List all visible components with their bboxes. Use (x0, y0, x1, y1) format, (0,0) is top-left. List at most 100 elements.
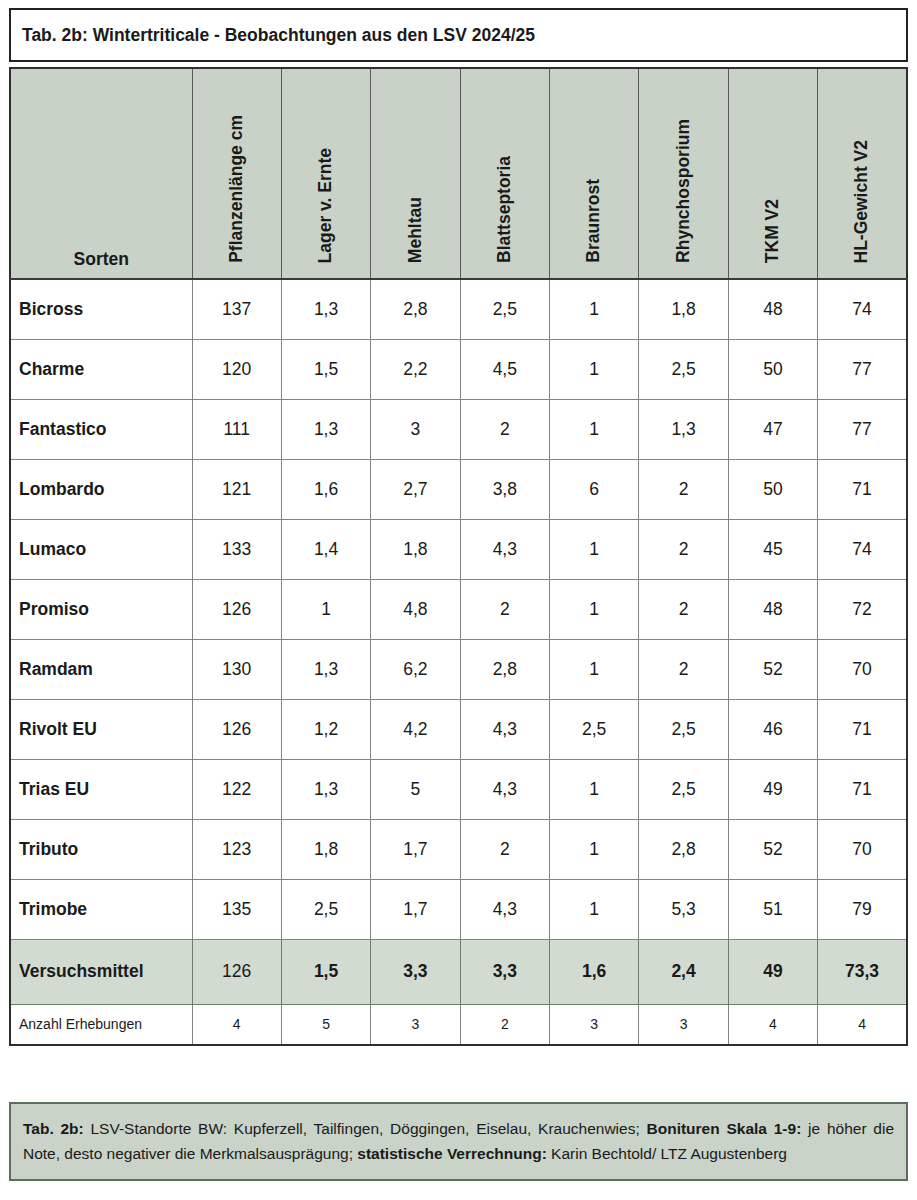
value-cell: 2,8 (639, 819, 728, 879)
summary-row-label: Versuchsmittel (10, 939, 192, 1004)
value-cell: 48 (728, 579, 817, 639)
table-body: Bicross1371,32,82,511,84874Charme1201,52… (10, 279, 907, 939)
value-cell: 52 (728, 819, 817, 879)
footnote-segment: LSV-Standorte BW: Kupferzell, Tailfingen… (84, 1120, 647, 1137)
table-title-box: Tab. 2b: Wintertriticale - Beobachtungen… (9, 8, 908, 62)
summary-value-cell: 73,3 (818, 939, 907, 1004)
value-cell: 1,4 (281, 519, 370, 579)
document-page: Tab. 2b: Wintertriticale - Beobachtungen… (0, 0, 917, 1200)
value-cell: 1 (550, 759, 639, 819)
column-header-label: Braunrost (585, 179, 603, 263)
value-cell: 4,5 (460, 339, 549, 399)
column-header-mehltau: Mehltau (371, 68, 460, 279)
variety-row: Lombardo1211,62,73,8625071 (10, 459, 907, 519)
summary-row: Versuchsmittel 126 1,5 3,3 3,3 1,6 2,4 4… (10, 939, 907, 1004)
count-value-cell: 5 (281, 1004, 370, 1045)
value-cell: 111 (192, 399, 281, 459)
variety-row: Promiso12614,82124872 (10, 579, 907, 639)
value-cell: 133 (192, 519, 281, 579)
value-cell: 4,3 (460, 879, 549, 939)
column-header-hl-gewicht: HL-Gewicht V2 (818, 68, 907, 279)
value-cell: 77 (818, 339, 907, 399)
value-cell: 2,7 (371, 459, 460, 519)
value-cell: 2,5 (639, 339, 728, 399)
header-row: Sorten Pflanzenlänge cm Lager v. Ernte M… (10, 68, 907, 279)
variety-name: Promiso (10, 579, 192, 639)
count-value-cell: 2 (460, 1004, 549, 1045)
column-header-rhynchosporium: Rhynchosporium (639, 68, 728, 279)
value-cell: 2,2 (371, 339, 460, 399)
value-cell: 1 (550, 579, 639, 639)
value-cell: 4,3 (460, 519, 549, 579)
value-cell: 79 (818, 879, 907, 939)
variety-name: Bicross (10, 279, 192, 339)
footnote-bold-segment: Bonituren Skala 1-9: (647, 1120, 802, 1137)
column-header-lager: Lager v. Ernte (281, 68, 370, 279)
value-cell: 137 (192, 279, 281, 339)
value-cell: 1,7 (371, 819, 460, 879)
value-cell: 121 (192, 459, 281, 519)
value-cell: 1,3 (281, 399, 370, 459)
value-cell: 5 (371, 759, 460, 819)
value-cell: 130 (192, 639, 281, 699)
variety-name: Lumaco (10, 519, 192, 579)
column-header-label: Rhynchosporium (675, 119, 693, 263)
variety-row: Trimobe1352,51,74,315,35179 (10, 879, 907, 939)
value-cell: 2,5 (460, 279, 549, 339)
summary-value-cell: 1,6 (550, 939, 639, 1004)
value-cell: 51 (728, 879, 817, 939)
value-cell: 4,3 (460, 759, 549, 819)
count-value-cell: 4 (192, 1004, 281, 1045)
column-header-pflanzenlaenge: Pflanzenlänge cm (192, 68, 281, 279)
value-cell: 1,6 (281, 459, 370, 519)
value-cell: 126 (192, 579, 281, 639)
value-cell: 1,3 (281, 639, 370, 699)
value-cell: 4,3 (460, 699, 549, 759)
value-cell: 46 (728, 699, 817, 759)
variety-name: Charme (10, 339, 192, 399)
value-cell: 1 (550, 399, 639, 459)
value-cell: 2 (460, 579, 549, 639)
count-value-cell: 3 (371, 1004, 460, 1045)
value-cell: 70 (818, 639, 907, 699)
column-header-label: TKM V2 (764, 199, 782, 263)
value-cell: 2 (639, 579, 728, 639)
column-header-label: Lager v. Ernte (317, 148, 335, 263)
value-cell: 2,8 (460, 639, 549, 699)
footnote-text: Tab. 2b: LSV-Standorte BW: Kupferzell, T… (23, 1120, 894, 1162)
value-cell: 74 (818, 519, 907, 579)
column-header-blattseptoria: Blattseptoria (460, 68, 549, 279)
variety-name: Trimobe (10, 879, 192, 939)
value-cell: 71 (818, 459, 907, 519)
value-cell: 4,8 (371, 579, 460, 639)
variety-name: Trias EU (10, 759, 192, 819)
value-cell: 6,2 (371, 639, 460, 699)
variety-name: Rivolt EU (10, 699, 192, 759)
value-cell: 77 (818, 399, 907, 459)
value-cell: 71 (818, 759, 907, 819)
variety-row: Trias EU1221,354,312,54971 (10, 759, 907, 819)
value-cell: 1 (550, 339, 639, 399)
variety-name: Lombardo (10, 459, 192, 519)
variety-name: Ramdam (10, 639, 192, 699)
value-cell: 2,5 (281, 879, 370, 939)
table-footer-rows: Versuchsmittel 126 1,5 3,3 3,3 1,6 2,4 4… (10, 939, 907, 1045)
count-value-cell: 3 (550, 1004, 639, 1045)
value-cell: 72 (818, 579, 907, 639)
value-cell: 1,2 (281, 699, 370, 759)
value-cell: 120 (192, 339, 281, 399)
value-cell: 1 (550, 279, 639, 339)
column-header-sorten: Sorten (10, 68, 192, 279)
variety-row: Rivolt EU1261,24,24,32,52,54671 (10, 699, 907, 759)
value-cell: 71 (818, 699, 907, 759)
value-cell: 50 (728, 339, 817, 399)
count-value-cell: 4 (728, 1004, 817, 1045)
count-value-cell: 4 (818, 1004, 907, 1045)
value-cell: 1 (281, 579, 370, 639)
value-cell: 1 (550, 639, 639, 699)
variety-row: Fantastico1111,33211,34777 (10, 399, 907, 459)
value-cell: 2,5 (639, 699, 728, 759)
value-cell: 48 (728, 279, 817, 339)
value-cell: 1,3 (639, 399, 728, 459)
summary-value-cell: 1,5 (281, 939, 370, 1004)
